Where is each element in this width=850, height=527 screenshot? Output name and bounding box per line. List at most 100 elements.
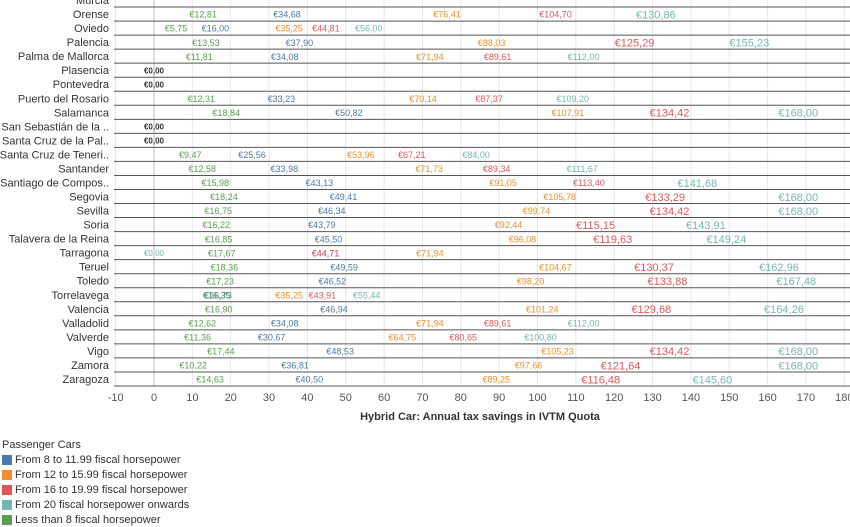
data-label: €89,61 [484, 52, 512, 62]
row-label: Orense [73, 9, 109, 21]
data-label: €0,00 [144, 66, 165, 75]
x-tick-label: 110 [567, 392, 585, 404]
legend-item[interactable]: From 20 fiscal horsepower onwards [2, 497, 189, 512]
x-tick-label: 30 [263, 392, 275, 404]
data-label: €5,75 [165, 24, 188, 34]
data-label: €0,00 [144, 249, 165, 258]
data-label: €149,24 [706, 234, 746, 246]
data-label: €43,91 [309, 290, 337, 300]
data-label: €0,00 [144, 123, 165, 132]
data-label: €133,88 [648, 276, 688, 288]
legend-swatch [2, 454, 12, 465]
x-tick-label: 80 [455, 392, 467, 404]
chart: Murcia Orense €34,68 €76,41 €104,70 €130,86 €1… [0, 0, 850, 423]
x-tick-label: 0 [151, 392, 157, 404]
row-label: Valverde [66, 332, 109, 344]
row-label: Salamanca [54, 107, 110, 119]
row-label: Soria [83, 220, 110, 232]
data-label: €71,94 [416, 248, 444, 258]
data-label: €130,86 [636, 9, 676, 21]
data-label: €16,73 [204, 290, 232, 300]
x-tick-label: 90 [493, 392, 505, 404]
data-label: €100,80 [524, 333, 557, 343]
data-label: €46,94 [320, 304, 348, 314]
data-label: €44,71 [312, 248, 340, 258]
data-label: €71,94 [416, 52, 444, 62]
legend-item[interactable]: Less than 8 fiscal horsepower [2, 512, 189, 527]
data-label: €36,81 [281, 361, 309, 371]
data-label: €46,34 [318, 206, 346, 216]
data-label: €50,82 [335, 108, 363, 118]
data-label: €0,00 [144, 137, 165, 146]
legend-swatch [2, 469, 12, 480]
row-label: Santiago de Compos.. [0, 177, 109, 189]
legend-item[interactable]: From 16 to 19.99 fiscal horsepower [2, 482, 189, 497]
data-label: €17,67 [208, 248, 236, 258]
data-label: €70,14 [409, 94, 437, 104]
data-label: €119,63 [593, 234, 632, 246]
legend-swatch [2, 499, 12, 510]
x-tick-label: -10 [108, 392, 124, 404]
data-label: €89,34 [483, 164, 511, 174]
data-label: €25,56 [238, 150, 266, 160]
data-label: €89,25 [483, 375, 511, 385]
legend-label: Less than 8 fiscal horsepower [15, 513, 161, 526]
data-label: €107,91 [552, 108, 585, 118]
legend-label: From 12 to 15.99 fiscal horsepower [15, 468, 188, 481]
data-label: €99,74 [523, 206, 551, 216]
data-label: €55,44 [353, 290, 381, 300]
data-label: €35,25 [275, 24, 303, 34]
data-label: €16,22 [202, 220, 230, 230]
data-label: €168,00 [778, 108, 818, 120]
row-label: Palencia [67, 37, 110, 49]
data-label: €16,75 [204, 206, 232, 216]
x-tick-label: 50 [340, 392, 352, 404]
data-label: €12,81 [189, 10, 217, 20]
data-label: €143,91 [686, 220, 726, 232]
data-label: €167,48 [776, 276, 816, 288]
data-label: €96,08 [509, 234, 537, 244]
x-tick-label: 180 [835, 392, 850, 404]
row-label: Segovia [69, 192, 110, 204]
row-label: Oviedo [74, 23, 109, 35]
x-tick-label: 130 [643, 392, 661, 404]
data-label: €17,23 [206, 276, 234, 286]
data-label: €129,68 [631, 304, 671, 316]
data-label: €18,24 [210, 192, 238, 202]
legend-item[interactable]: From 8 to 11.99 fiscal horsepower [2, 452, 189, 467]
row-label: Valencia [68, 304, 110, 316]
data-label: €130,37 [634, 262, 674, 274]
x-tick-label: 150 [720, 392, 738, 404]
legend-item[interactable]: From 12 to 15.99 fiscal horsepower [2, 467, 189, 482]
x-axis-title: Hybrid Car: Annual tax savings in IVTM Q… [360, 411, 601, 423]
data-label: €37,90 [286, 38, 314, 48]
data-label: €88,03 [478, 38, 506, 48]
data-label: €0,00 [144, 81, 165, 90]
row-label: Palma de Mallorca [18, 51, 110, 63]
data-label: €12,62 [189, 318, 217, 328]
row-label: Plasencia [61, 65, 110, 77]
data-label: €98,20 [517, 276, 545, 286]
data-label: €33,23 [268, 94, 296, 104]
row-label: Santander [58, 163, 109, 175]
data-label: €44,81 [312, 24, 340, 34]
data-label: €16,00 [202, 24, 230, 34]
data-label: €71,73 [415, 164, 443, 174]
data-label: €13,53 [192, 38, 220, 48]
row-label: Vigo [87, 346, 109, 358]
data-label: €109,20 [557, 94, 590, 104]
data-label: €64,75 [389, 333, 417, 343]
data-label: €56,00 [355, 24, 383, 34]
legend: Passenger Cars From 8 to 11.99 fiscal ho… [2, 438, 189, 527]
data-label: €125,29 [615, 37, 655, 49]
row-label: Puerto del Rosario [18, 93, 109, 105]
data-label: €145,60 [692, 374, 732, 386]
data-label: €71,94 [416, 318, 444, 328]
legend-swatch [2, 484, 12, 495]
data-label: €43,13 [306, 178, 334, 188]
data-label: €87,37 [475, 94, 503, 104]
data-label: €121,64 [601, 360, 641, 372]
data-label: €30,67 [258, 333, 286, 343]
data-label: €80,65 [450, 333, 478, 343]
data-label: €34,08 [271, 318, 299, 328]
